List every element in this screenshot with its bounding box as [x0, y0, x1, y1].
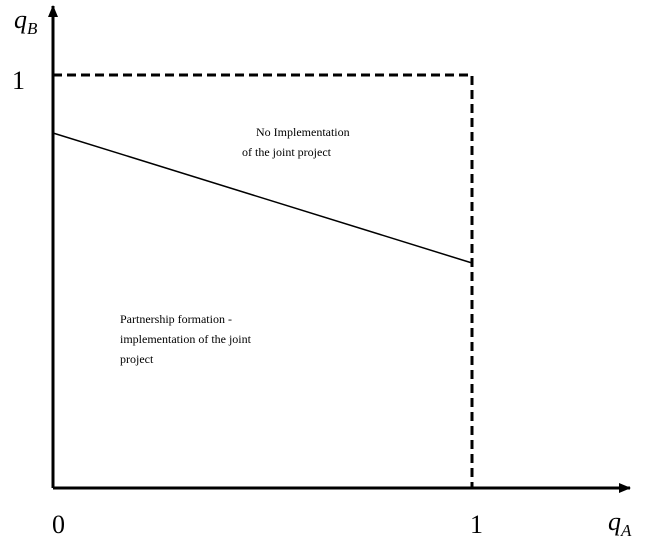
x-axis-label: qA — [608, 507, 632, 540]
y-label-main: q — [14, 5, 27, 34]
dashed-boundary — [53, 73, 474, 488]
y-label-sub: B — [27, 19, 38, 38]
region-text: No Implementation — [256, 125, 350, 139]
threshold-line — [52, 132, 473, 264]
region-text: project — [120, 352, 154, 366]
x-tick-label: 1 — [470, 510, 483, 539]
region-text: of the joint project — [242, 145, 332, 159]
region-text: implementation of the joint — [120, 332, 252, 346]
y-axis-label: qB — [14, 5, 38, 38]
x-label-main: q — [608, 507, 621, 536]
x-tick-label: 0 — [52, 510, 65, 539]
region-text: Partnership formation - — [120, 312, 232, 326]
x-label-sub: A — [620, 521, 632, 540]
y-tick-label: 1 — [12, 66, 25, 95]
